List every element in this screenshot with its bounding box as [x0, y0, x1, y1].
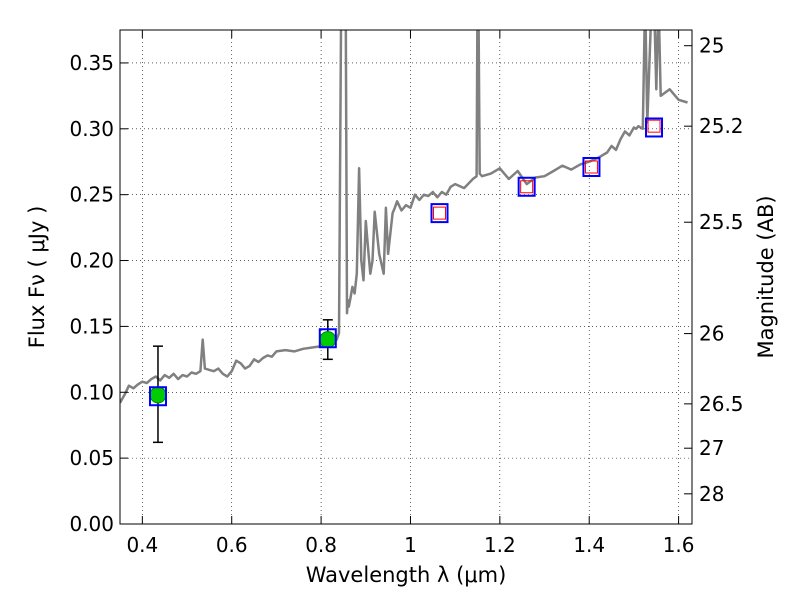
right-tick-label: 26 [699, 322, 724, 346]
x-tick-label: 0.6 [216, 533, 248, 557]
right-tick-label: 27 [699, 436, 724, 460]
upper-limit-boxes-layer [433, 119, 661, 220]
right-tick-label: 25 [699, 34, 724, 58]
upper-limit-box [433, 206, 447, 220]
model-box [517, 176, 536, 197]
x-tick-label: 0.8 [305, 533, 337, 557]
y-tick-label: 0.25 [69, 183, 114, 207]
y-tick-label: 0.15 [69, 314, 114, 338]
y-tick-label: 0.20 [69, 249, 114, 273]
tick-marks [120, 30, 692, 525]
upper-limit-box [520, 180, 534, 194]
y-tick-label: 0.35 [69, 51, 114, 75]
y-tick-labels: 0.00 0.05 0.10 0.15 0.20 0.25 0.30 0.35 [69, 51, 114, 536]
x-tick-label: 1.4 [573, 533, 605, 557]
model-box [430, 203, 449, 224]
right-tick-label: 25.5 [699, 210, 744, 234]
model-boxes-layer [148, 117, 664, 407]
right-tick-label: 28 [699, 482, 724, 506]
x-axis-label: Wavelength λ (μm) [306, 563, 507, 587]
plot-frame [119, 29, 693, 525]
y-axis-label: Flux Fν ( μJy ) [25, 206, 49, 349]
model-box [148, 386, 167, 407]
y-tick-label: 0.00 [69, 512, 114, 536]
model-box [582, 157, 601, 178]
x-tick-label: 0.4 [126, 533, 158, 557]
x-tick-label: 1.2 [484, 533, 516, 557]
y-tick-label: 0.30 [69, 117, 114, 141]
right-axis-label: Magnitude (AB) [754, 195, 778, 358]
right-tick-label: 25.2 [699, 114, 744, 138]
x-tick-label: 1.6 [663, 533, 695, 557]
upper-limit-box [647, 119, 661, 133]
x-tick-label: 1 [404, 533, 417, 557]
observed-point [319, 331, 337, 349]
upper-limit-box [584, 160, 598, 174]
model-box [318, 328, 337, 349]
y-tick-label: 0.10 [69, 380, 114, 404]
x-tick-labels: 0.4 0.6 0.8 1 1.2 1.4 1.6 [126, 533, 694, 557]
right-tick-labels: 25 25.2 25.5 26 26.5 27 28 [699, 34, 744, 506]
y-tick-label: 0.05 [69, 446, 114, 470]
right-tick-label: 26.5 [699, 392, 744, 416]
observed-point [149, 386, 167, 404]
model-box [645, 117, 664, 138]
